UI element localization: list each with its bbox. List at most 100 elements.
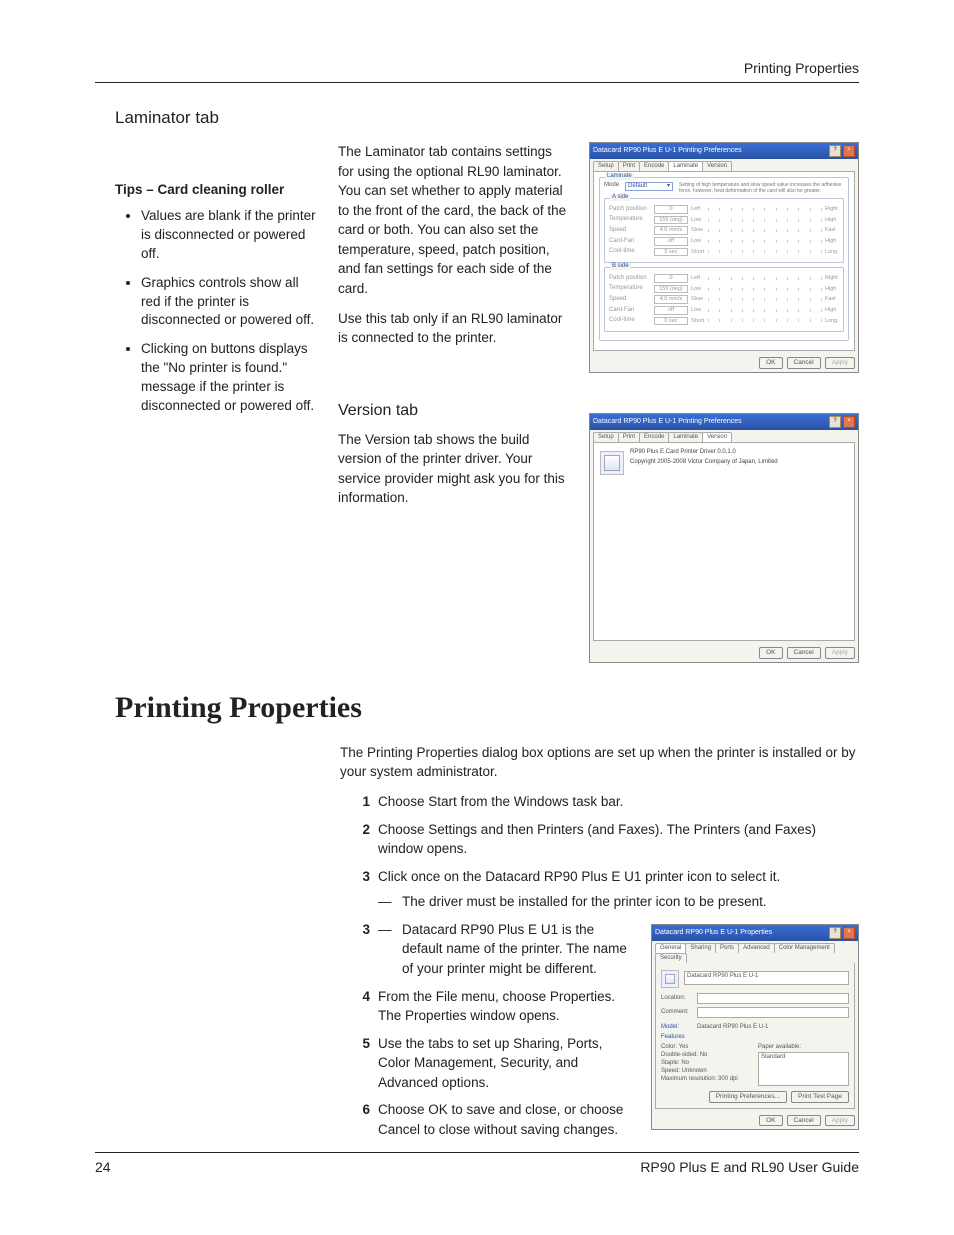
printer-icon — [600, 451, 624, 475]
slider-value[interactable]: 155 (deg) — [654, 285, 688, 294]
mode-label: Mode — [604, 182, 619, 189]
dialog-tabs: General Sharing Ports Advanced Color Man… — [652, 941, 858, 963]
mode-note: Setting of high temperature and slow spe… — [679, 182, 844, 194]
tab-laminate[interactable]: Laminate — [668, 161, 703, 171]
slider-track[interactable] — [708, 229, 822, 232]
slider-value[interactable]: 4.6 mm/s — [654, 295, 688, 304]
tab-general[interactable]: General — [655, 943, 686, 953]
slider-track[interactable] — [708, 298, 822, 301]
apply-button[interactable]: Apply — [825, 357, 855, 369]
slider-lo: Left — [691, 206, 705, 213]
dialog-tabs: Setup Print Encode Laminate Version — [590, 430, 858, 442]
ok-button[interactable]: OK — [759, 357, 782, 369]
slider-value[interactable]: 0 sec — [654, 248, 688, 257]
tab-laminate[interactable]: Laminate — [668, 432, 703, 442]
feature-item: Staple: No — [661, 1060, 752, 1067]
slider-track[interactable] — [708, 309, 822, 312]
slider-value[interactable]: 155 (deg) — [654, 216, 688, 225]
tab-version[interactable]: Version — [702, 432, 732, 442]
slider-hi: Long — [825, 318, 839, 325]
tab-ports[interactable]: Ports — [715, 943, 739, 953]
comment-field[interactable] — [697, 1007, 849, 1018]
print-test-page-button[interactable]: Print Test Page — [791, 1091, 849, 1103]
close-icon[interactable]: × — [843, 927, 855, 939]
slider-value[interactable]: 4.6 mm/s — [654, 226, 688, 235]
slider-track[interactable] — [708, 240, 822, 243]
printing-intro: The Printing Properties dialog box optio… — [340, 743, 859, 782]
tab-print[interactable]: Print — [618, 161, 640, 171]
step-3-sub-2: Datacard RP90 Plus E U1 is the default n… — [378, 920, 637, 979]
tab-encode[interactable]: Encode — [639, 432, 669, 442]
slider-track[interactable] — [708, 319, 822, 322]
close-icon[interactable]: × — [843, 416, 855, 428]
paper-list[interactable]: Standard — [758, 1052, 849, 1086]
slider-row: Temperature155 (deg)LowHigh — [609, 285, 839, 294]
step-2: Choose Settings and then Printers (and F… — [350, 820, 859, 859]
help-icon[interactable]: ? — [829, 416, 841, 428]
slider-hi: Fast — [825, 227, 839, 234]
dialog-title: Datacard RP90 Plus E U-1 Printing Prefer… — [593, 147, 742, 155]
tab-security[interactable]: Security — [655, 953, 687, 963]
step-4: From the File menu, choose Properties. T… — [350, 987, 637, 1026]
printer-name-field[interactable]: Datacard RP90 Plus E U-1 — [684, 971, 849, 985]
close-icon[interactable]: × — [843, 145, 855, 157]
slider-lo: Low — [691, 307, 705, 314]
tab-print[interactable]: Print — [618, 432, 640, 442]
feature-item: Double-sided: No — [661, 1052, 752, 1059]
cancel-button[interactable]: Cancel — [787, 1115, 821, 1127]
slider-row: Patch position0LeftRight — [609, 274, 839, 283]
tab-version[interactable]: Version — [702, 161, 732, 171]
slider-row: Card-FanoffLowHigh — [609, 237, 839, 246]
slider-lo: Low — [691, 217, 705, 224]
slider-track[interactable] — [708, 288, 822, 291]
slider-value[interactable]: off — [654, 237, 688, 246]
slider-row: Cool-time0 secShortLong — [609, 317, 839, 326]
slider-track[interactable] — [708, 250, 822, 253]
slider-label: Cool-time — [609, 248, 651, 255]
slider-value[interactable]: off — [654, 306, 688, 315]
step-1: Choose Start from the Windows task bar. — [350, 792, 859, 812]
slider-label: Temperature — [609, 216, 651, 223]
footer-guide-name: RP90 Plus E and RL90 User Guide — [640, 1159, 859, 1175]
ok-button[interactable]: OK — [759, 1115, 782, 1127]
footer-rule — [95, 1152, 859, 1153]
slider-row: Card-FanoffLowHigh — [609, 306, 839, 315]
help-icon[interactable]: ? — [829, 145, 841, 157]
group-a-side: A side — [610, 194, 630, 201]
apply-button[interactable]: Apply — [825, 647, 855, 659]
tab-advanced[interactable]: Advanced — [738, 943, 775, 953]
slider-label: Card-Fan — [609, 238, 651, 245]
slider-value[interactable]: 0 — [654, 205, 688, 214]
step-6: Choose OK to save and close, or choose C… — [350, 1100, 637, 1139]
mode-select[interactable]: Default▾ — [625, 182, 673, 191]
apply-button[interactable]: Apply — [825, 1115, 855, 1127]
help-icon[interactable]: ? — [829, 927, 841, 939]
location-field[interactable] — [697, 993, 849, 1004]
slider-label: Speed — [609, 227, 651, 234]
tips-item: Clicking on buttons displays the "No pri… — [141, 340, 320, 416]
slider-track[interactable] — [708, 277, 822, 280]
slider-value[interactable]: 0 sec — [654, 317, 688, 326]
slider-row: Speed4.6 mm/sSlowFast — [609, 295, 839, 304]
tips-title: Tips – Card cleaning roller — [115, 182, 320, 197]
slider-hi: Right — [825, 206, 839, 213]
slider-value[interactable]: 0 — [654, 274, 688, 283]
cancel-button[interactable]: Cancel — [787, 647, 821, 659]
comment-label: Comment: — [661, 1009, 697, 1016]
tab-setup[interactable]: Setup — [593, 432, 619, 442]
laminator-para-1: The Laminator tab contains settings for … — [338, 142, 571, 299]
tab-encode[interactable]: Encode — [639, 161, 669, 171]
slider-lo: Low — [691, 286, 705, 293]
tab-sharing[interactable]: Sharing — [685, 943, 716, 953]
printing-preferences-button[interactable]: Printing Preferences... — [709, 1091, 787, 1103]
step-3-sub-1: The driver must be installed for the pri… — [378, 892, 859, 912]
slider-track[interactable] — [708, 219, 822, 222]
tab-colormgmt[interactable]: Color Management — [774, 943, 835, 953]
slider-hi: Fast — [825, 296, 839, 303]
version-heading: Version tab — [338, 402, 571, 420]
cancel-button[interactable]: Cancel — [787, 357, 821, 369]
ok-button[interactable]: OK — [759, 647, 782, 659]
slider-lo: Short — [691, 318, 705, 325]
slider-track[interactable] — [708, 208, 822, 211]
tab-setup[interactable]: Setup — [593, 161, 619, 171]
